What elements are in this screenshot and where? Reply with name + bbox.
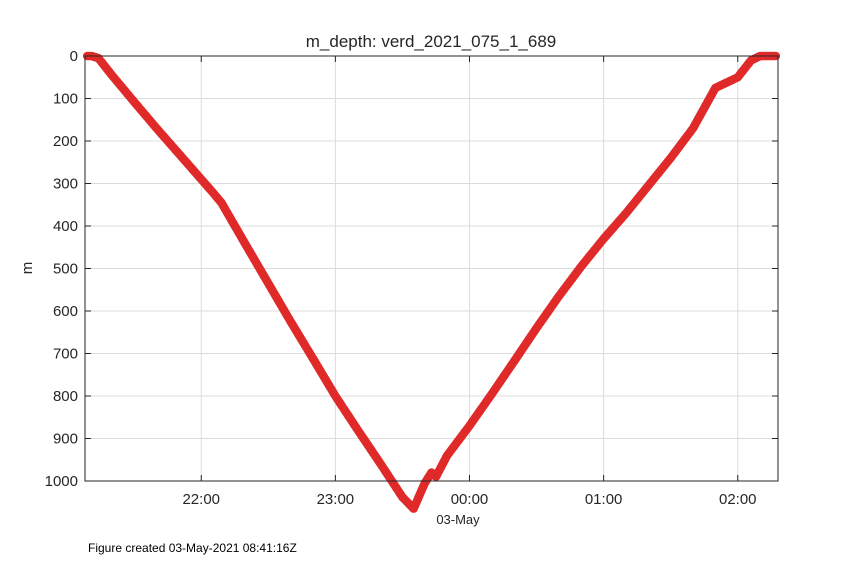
y-tick-label: 100 (53, 91, 78, 108)
x-tick-label: 02:00 (719, 491, 757, 508)
y-tick-label: 0 (70, 48, 78, 65)
y-tick-label: 400 (53, 218, 78, 235)
x-tick-label: 22:00 (182, 491, 220, 508)
y-tick-label: 900 (53, 431, 78, 448)
y-tick-label: 300 (53, 176, 78, 193)
x-tick-label: 23:00 (317, 491, 355, 508)
chart-title: m_depth: verd_2021_075_1_689 (306, 32, 557, 51)
x-axis-ticks: 22:00 23:00 00:00 01:00 02:00 (182, 56, 757, 508)
data-points (82, 51, 781, 513)
y-tick-label: 1000 (45, 473, 78, 490)
grid (85, 56, 778, 481)
y-axis-label: m (19, 262, 36, 275)
y-axis-ticks: 0 100 200 300 400 500 600 700 800 900 1000 (45, 48, 778, 490)
y-tick-label: 800 (53, 388, 78, 405)
x-axis-label: 03-May (436, 512, 480, 527)
y-tick-label: 700 (53, 346, 78, 363)
y-tick-label: 200 (53, 133, 78, 150)
y-tick-label: 600 (53, 303, 78, 320)
x-tick-label: 00:00 (451, 491, 489, 508)
x-tick-label: 01:00 (585, 491, 623, 508)
figure-created-caption: Figure created 03-May-2021 08:41:16Z (88, 541, 297, 555)
y-tick-label: 500 (53, 261, 78, 278)
